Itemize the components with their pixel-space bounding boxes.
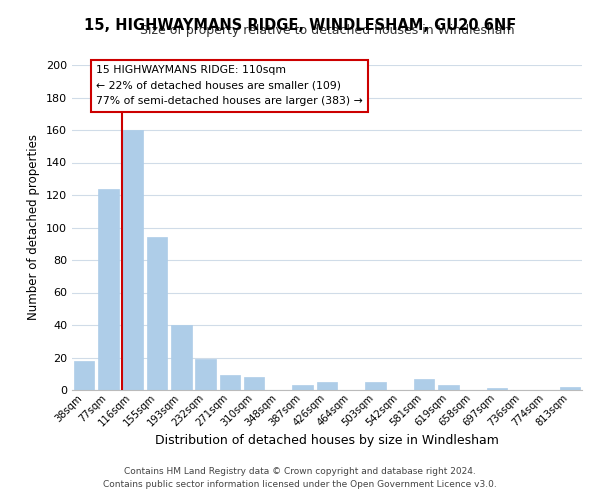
Text: 15 HIGHWAYMANS RIDGE: 110sqm
← 22% of detached houses are smaller (109)
77% of s: 15 HIGHWAYMANS RIDGE: 110sqm ← 22% of de…: [96, 65, 363, 106]
Bar: [122, 130, 143, 390]
Bar: [560, 387, 580, 390]
Y-axis label: Number of detached properties: Number of detached properties: [28, 134, 40, 320]
X-axis label: Distribution of detached houses by size in Windlesham: Distribution of detached houses by size …: [155, 434, 499, 447]
Bar: [365, 382, 386, 390]
Bar: [171, 325, 191, 390]
Text: Contains HM Land Registry data © Crown copyright and database right 2024.
Contai: Contains HM Land Registry data © Crown c…: [103, 467, 497, 489]
Bar: [487, 388, 508, 390]
Title: Size of property relative to detached houses in Windlesham: Size of property relative to detached ho…: [140, 24, 514, 38]
Bar: [414, 378, 434, 390]
Bar: [292, 385, 313, 390]
Bar: [98, 188, 119, 390]
Text: 15, HIGHWAYMANS RIDGE, WINDLESHAM, GU20 6NF: 15, HIGHWAYMANS RIDGE, WINDLESHAM, GU20 …: [84, 18, 516, 32]
Bar: [220, 376, 240, 390]
Bar: [244, 377, 265, 390]
Bar: [146, 238, 167, 390]
Bar: [195, 359, 216, 390]
Bar: [317, 382, 337, 390]
Bar: [74, 361, 94, 390]
Bar: [438, 385, 459, 390]
